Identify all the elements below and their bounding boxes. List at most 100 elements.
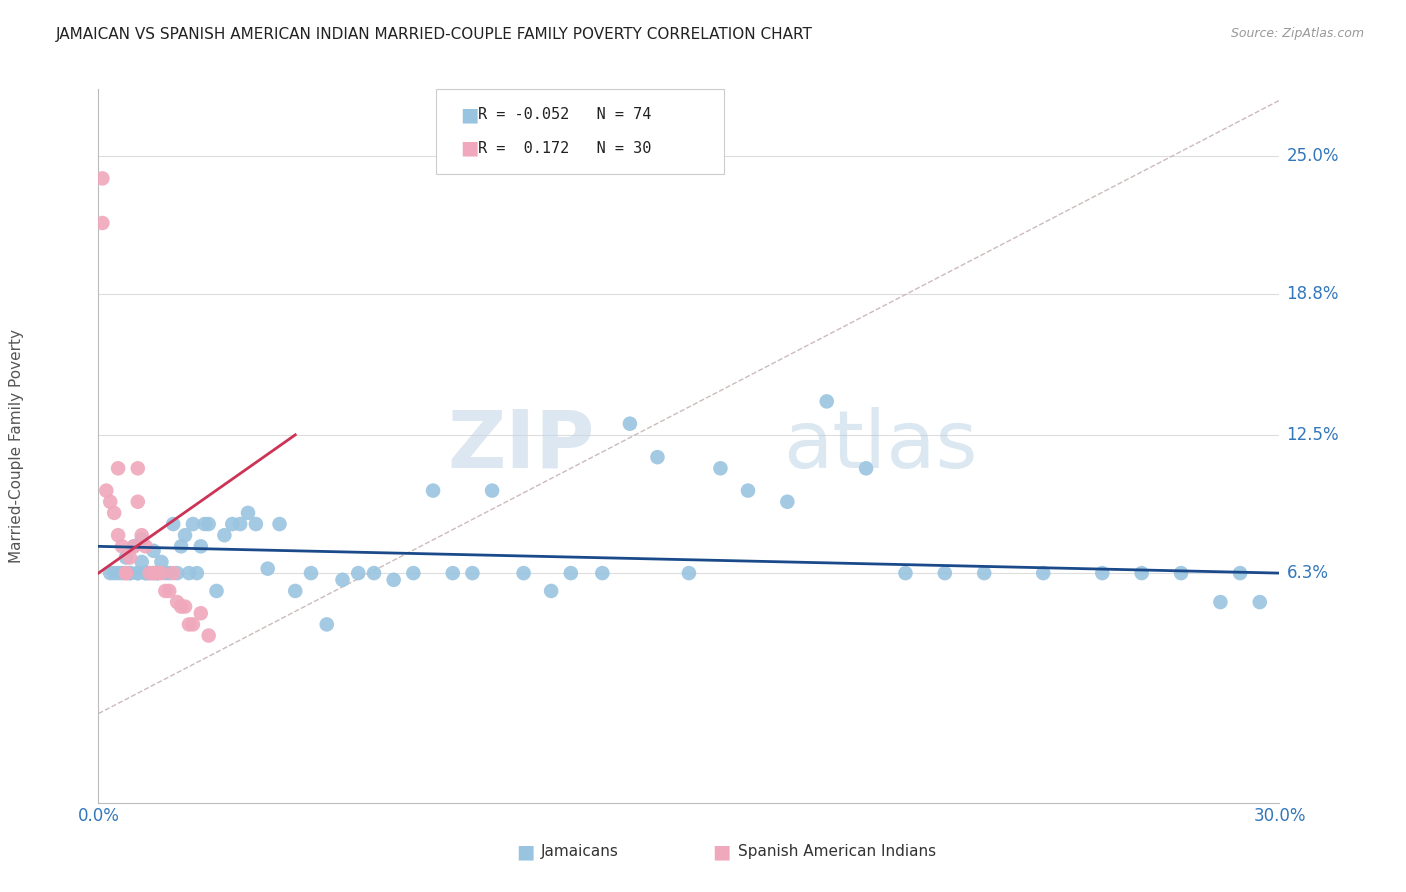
Point [181, 516, 204, 531]
Point [118, 566, 141, 581]
Point [142, 543, 165, 558]
Point [205, 583, 228, 598]
Text: 0.0%: 0.0% [77, 807, 120, 825]
Point [111, 539, 134, 553]
Point [131, 528, 153, 542]
Point [131, 555, 153, 569]
Point [138, 566, 160, 581]
Point [142, 566, 165, 581]
Point [855, 461, 877, 475]
Point [214, 528, 236, 542]
Point [127, 566, 149, 581]
Point [174, 528, 197, 542]
Point [107, 461, 129, 475]
Point [155, 583, 177, 598]
Point [122, 539, 145, 553]
Point [177, 617, 200, 632]
Point [299, 566, 322, 581]
Point [737, 483, 759, 498]
Point [91, 171, 114, 186]
Point [678, 566, 700, 581]
Point [150, 566, 173, 581]
Point [115, 566, 138, 581]
Point [560, 566, 582, 581]
Point [363, 566, 385, 581]
Point [441, 566, 464, 581]
Point [332, 573, 354, 587]
Point [146, 566, 169, 581]
Point [96, 483, 118, 498]
Point [138, 566, 160, 581]
Text: 30.0%: 30.0% [1253, 807, 1306, 825]
Point [150, 555, 173, 569]
Point [146, 566, 169, 581]
Point [934, 566, 956, 581]
Point [115, 550, 138, 565]
Point [98, 494, 121, 508]
Point [127, 566, 149, 581]
Point [115, 566, 138, 581]
Text: Source: ZipAtlas.com: Source: ZipAtlas.com [1230, 27, 1364, 40]
Point [91, 216, 114, 230]
Point [709, 461, 731, 475]
Point [135, 566, 157, 581]
Point [591, 566, 613, 581]
Point [197, 516, 219, 531]
Point [1032, 566, 1054, 581]
Point [157, 583, 180, 598]
Point [194, 516, 217, 531]
Text: ■: ■ [713, 842, 731, 862]
Point [107, 528, 129, 542]
Point [157, 566, 180, 581]
Text: 18.8%: 18.8% [1286, 285, 1339, 303]
Point [402, 566, 425, 581]
Point [190, 539, 212, 553]
Point [127, 494, 149, 508]
Point [155, 566, 177, 581]
Point [894, 566, 917, 581]
Text: JAMAICAN VS SPANISH AMERICAN INDIAN MARRIED-COUPLE FAMILY POVERTY CORRELATION CH: JAMAICAN VS SPANISH AMERICAN INDIAN MARR… [56, 27, 813, 42]
Point [815, 394, 838, 409]
Point [177, 566, 200, 581]
Point [315, 617, 337, 632]
Point [135, 566, 157, 581]
Point [347, 566, 370, 581]
Point [118, 566, 141, 581]
Text: 25.0%: 25.0% [1286, 147, 1339, 165]
Point [190, 607, 212, 621]
Point [269, 516, 291, 531]
Point [111, 566, 134, 581]
Point [186, 566, 208, 581]
Point [107, 566, 129, 581]
Point [162, 566, 184, 581]
Point [166, 566, 188, 581]
Point [1209, 595, 1232, 609]
Point [131, 533, 153, 547]
Text: 6.3%: 6.3% [1286, 564, 1329, 582]
Point [512, 566, 534, 581]
Point [1091, 566, 1114, 581]
Point [197, 628, 219, 642]
Point [181, 617, 204, 632]
Point [1130, 566, 1153, 581]
Point [135, 539, 157, 553]
Point [245, 516, 267, 531]
Text: ■: ■ [460, 139, 478, 158]
Text: Jamaicans: Jamaicans [541, 845, 619, 859]
Point [776, 494, 799, 508]
Point [166, 595, 188, 609]
Point [170, 599, 193, 614]
Point [162, 516, 184, 531]
Point [619, 417, 641, 431]
Text: ZIP: ZIP [447, 407, 595, 485]
Point [170, 539, 193, 553]
Point [284, 583, 307, 598]
Point [229, 516, 252, 531]
Point [540, 583, 562, 598]
Point [174, 599, 197, 614]
Text: 12.5%: 12.5% [1286, 425, 1339, 444]
Point [122, 539, 145, 553]
Point [647, 450, 669, 464]
Point [973, 566, 995, 581]
Point [481, 483, 503, 498]
